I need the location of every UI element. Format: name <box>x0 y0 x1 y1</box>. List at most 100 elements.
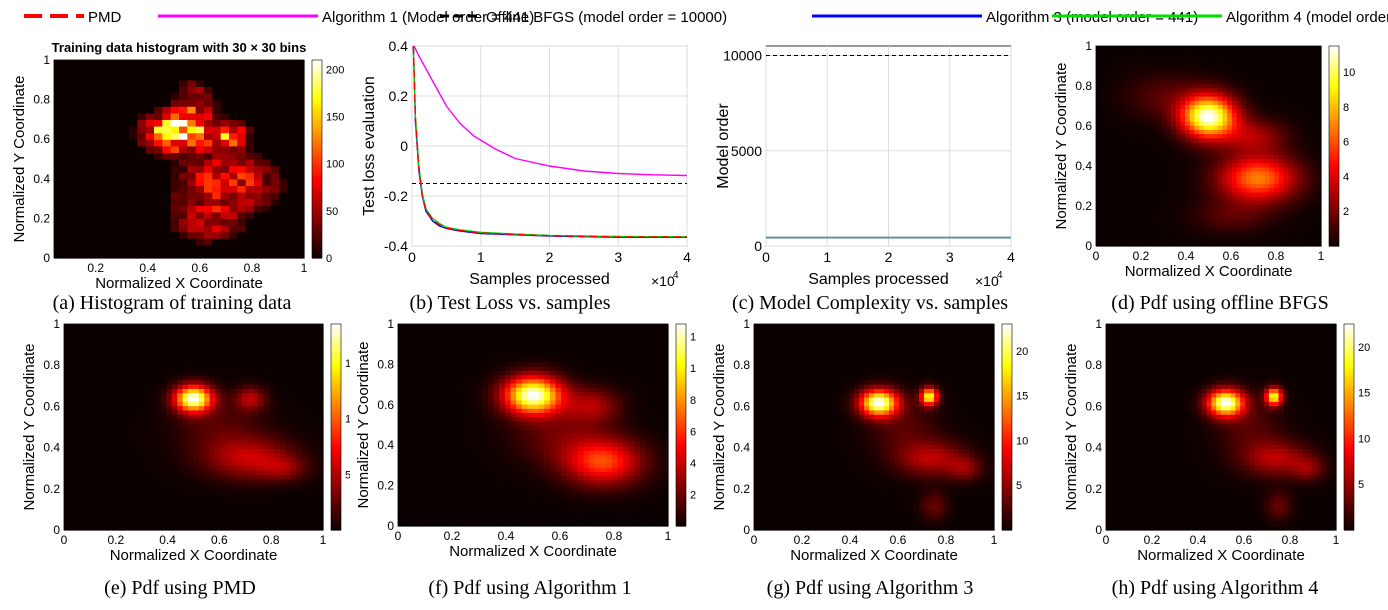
heatmap-cell <box>209 345 216 351</box>
heatmap-cell <box>236 444 243 450</box>
heatmap-cell <box>209 375 216 381</box>
heatmap-cell <box>101 379 108 385</box>
y-tick-label: -0.4 <box>384 238 408 254</box>
heatmap-cell <box>1203 237 1210 243</box>
heatmap-cell <box>1227 221 1233 226</box>
heatmap-cell <box>1114 104 1121 110</box>
heatmap-cell <box>1185 137 1191 143</box>
heatmap-cell <box>1189 75 1196 80</box>
heatmap-cell <box>1227 116 1233 122</box>
heatmap-cell <box>1119 121 1125 126</box>
heatmap-cell <box>287 60 297 68</box>
heatmap-cell <box>1255 58 1261 64</box>
heatmap-cell <box>161 448 168 454</box>
heatmap-cell <box>1292 137 1299 143</box>
heatmap-cell <box>188 328 195 334</box>
heatmap-cell <box>62 178 72 186</box>
heatmap-cell <box>145 205 155 213</box>
heatmap-cell <box>1227 146 1233 151</box>
heatmap-cell <box>150 452 157 458</box>
heatmap-cell <box>193 349 200 355</box>
heatmap-cell <box>295 251 305 259</box>
heatmap-cell <box>1260 187 1266 193</box>
heatmap-cell <box>1283 221 1289 226</box>
heatmap-cell <box>1199 221 1205 226</box>
heatmap-cell <box>245 231 255 239</box>
heatmap-cell <box>96 324 103 329</box>
heatmap-cell <box>1152 104 1158 110</box>
heatmap-cell <box>134 478 141 484</box>
heatmap-cell <box>70 185 80 193</box>
heatmap-cell <box>162 86 172 94</box>
colorbar-tick-label: 100 <box>326 159 344 171</box>
heatmap-cell <box>1105 108 1111 114</box>
heatmap-cell <box>270 218 280 226</box>
heatmap-cell <box>1166 212 1172 218</box>
heatmap-cell <box>204 132 213 140</box>
heatmap-cell <box>128 384 135 389</box>
heatmap-cell <box>96 474 103 480</box>
colorbar-segment <box>312 175 322 180</box>
heatmap-cell <box>171 431 178 437</box>
heatmap-cell <box>112 66 122 74</box>
heatmap-cell <box>162 238 172 246</box>
heatmap-cell <box>134 371 141 377</box>
heatmap-cell <box>104 205 113 213</box>
heatmap-cell <box>1110 146 1116 151</box>
heatmap-cell <box>1156 129 1163 135</box>
heatmap-cell <box>1189 54 1196 60</box>
heatmap-cell <box>1306 212 1313 218</box>
heatmap-cell <box>1269 212 1275 218</box>
heatmap-cell <box>225 499 232 505</box>
heatmap-cell <box>287 66 297 74</box>
heatmap-cell <box>1166 104 1172 110</box>
heatmap-cell <box>1161 50 1167 55</box>
heatmap-cell <box>137 172 147 180</box>
heatmap-cell <box>123 457 130 462</box>
heatmap-cell <box>79 152 88 160</box>
heatmap-cell <box>1311 150 1317 155</box>
heatmap-cell <box>139 418 146 424</box>
heatmap-cell <box>1250 225 1256 230</box>
colorbar-segment <box>1329 139 1339 144</box>
heatmap-cell <box>1297 212 1303 218</box>
heatmap-cell <box>215 422 222 428</box>
heatmap-cell <box>225 375 232 381</box>
heatmap-cell <box>1297 200 1303 205</box>
heatmap-cell <box>204 119 213 127</box>
heatmap-cell <box>1292 66 1299 72</box>
heatmap-cell <box>166 487 173 492</box>
heatmap-cell <box>188 508 195 514</box>
heatmap-cell <box>1175 46 1181 51</box>
heatmap-cell <box>85 521 92 527</box>
heatmap-cell <box>1264 108 1271 114</box>
heatmap-cell <box>144 431 151 437</box>
heatmap-cell <box>1217 87 1224 93</box>
heatmap-cell <box>69 401 76 407</box>
heatmap-cell <box>225 362 232 368</box>
heatmap-cell <box>144 487 151 492</box>
heatmap-cell <box>128 482 135 488</box>
heatmap-cell <box>1100 58 1106 64</box>
heatmap-cell <box>69 469 76 475</box>
heatmap-cell <box>64 427 70 432</box>
heatmap-cell <box>1227 79 1233 85</box>
heatmap-cell <box>1255 154 1261 160</box>
heatmap-cell <box>1306 196 1313 201</box>
heatmap-cell <box>54 251 63 259</box>
heatmap-cell <box>1171 129 1177 135</box>
heatmap-cell <box>1297 87 1303 93</box>
heatmap-cell <box>134 336 141 342</box>
heatmap-cell <box>162 185 172 193</box>
colorbar-tick-label: 4 <box>1343 171 1349 183</box>
colorbar-segment <box>312 86 322 91</box>
heatmap-cell <box>1227 187 1233 193</box>
heatmap-cell <box>123 349 130 355</box>
heatmap-cell <box>137 145 147 153</box>
heatmap-cell <box>1142 83 1149 89</box>
heatmap-cell <box>204 60 213 68</box>
heatmap-cell <box>198 461 205 467</box>
heatmap-cell <box>64 431 70 437</box>
heatmap-cell <box>1142 58 1149 64</box>
heatmap-cell <box>187 192 197 200</box>
